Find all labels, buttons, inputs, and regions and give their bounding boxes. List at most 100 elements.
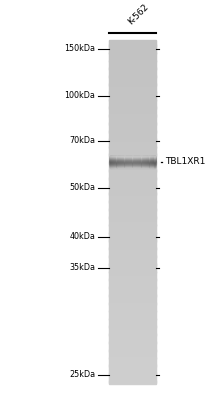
Bar: [151, 165, 152, 166]
Bar: [135, 162, 136, 163]
Bar: [125, 165, 127, 166]
Bar: [112, 158, 113, 159]
Bar: [130, 162, 132, 163]
Bar: [108, 363, 156, 364]
Bar: [108, 62, 156, 64]
Bar: [120, 156, 121, 157]
Bar: [108, 377, 156, 378]
Bar: [132, 157, 134, 158]
Bar: [130, 156, 132, 157]
Bar: [116, 162, 118, 163]
Bar: [147, 161, 148, 162]
Bar: [140, 158, 142, 159]
Bar: [108, 311, 156, 313]
Bar: [116, 160, 118, 161]
Bar: [141, 160, 143, 161]
Bar: [118, 159, 119, 160]
Bar: [121, 158, 122, 159]
Bar: [137, 158, 138, 159]
Bar: [145, 167, 146, 168]
Bar: [108, 128, 156, 130]
Bar: [118, 160, 119, 161]
Bar: [113, 160, 114, 161]
Bar: [130, 165, 132, 166]
Bar: [121, 160, 122, 161]
Bar: [108, 226, 156, 228]
Bar: [145, 167, 146, 168]
Bar: [119, 160, 120, 161]
Bar: [124, 161, 126, 162]
Bar: [148, 156, 150, 157]
Bar: [114, 164, 115, 165]
Bar: [129, 162, 130, 163]
Bar: [137, 160, 138, 161]
Bar: [115, 163, 117, 164]
Bar: [130, 157, 132, 158]
Bar: [111, 159, 112, 160]
Bar: [148, 162, 150, 163]
Bar: [108, 279, 156, 281]
Bar: [132, 163, 134, 164]
Bar: [113, 165, 114, 166]
Bar: [135, 167, 136, 168]
Bar: [112, 160, 113, 161]
Bar: [120, 163, 121, 164]
Bar: [121, 167, 122, 168]
Bar: [129, 158, 130, 159]
Bar: [108, 206, 156, 208]
Bar: [146, 156, 147, 157]
Bar: [120, 164, 121, 165]
Bar: [114, 157, 115, 158]
Bar: [137, 165, 138, 166]
Bar: [140, 164, 142, 165]
Bar: [121, 157, 122, 158]
Bar: [108, 252, 156, 253]
Bar: [114, 165, 115, 166]
Bar: [143, 166, 144, 167]
Bar: [129, 166, 130, 167]
Bar: [150, 159, 151, 160]
Bar: [115, 163, 117, 164]
Bar: [108, 371, 156, 372]
Bar: [153, 163, 154, 164]
Bar: [131, 165, 133, 166]
Bar: [112, 157, 113, 158]
Bar: [108, 325, 156, 327]
Bar: [152, 167, 153, 168]
Bar: [128, 164, 129, 165]
Bar: [144, 163, 145, 164]
Bar: [141, 167, 143, 168]
Bar: [143, 160, 144, 161]
Bar: [137, 163, 138, 164]
Bar: [151, 167, 152, 168]
Bar: [143, 158, 144, 159]
Bar: [108, 153, 156, 155]
Bar: [135, 164, 136, 165]
Bar: [122, 166, 123, 167]
Bar: [154, 162, 155, 163]
Bar: [116, 163, 118, 164]
Bar: [135, 158, 136, 159]
Bar: [108, 353, 156, 354]
Bar: [129, 167, 130, 168]
Bar: [108, 97, 156, 98]
Bar: [131, 159, 133, 160]
Bar: [124, 160, 126, 161]
Bar: [123, 160, 125, 161]
Bar: [108, 201, 156, 203]
Bar: [137, 166, 138, 167]
Bar: [108, 188, 156, 189]
Bar: [139, 165, 141, 166]
Bar: [108, 208, 156, 210]
Bar: [143, 161, 144, 162]
Bar: [152, 156, 153, 157]
Bar: [108, 234, 156, 236]
Bar: [129, 161, 130, 162]
Bar: [108, 378, 156, 380]
Bar: [110, 159, 111, 160]
Bar: [154, 165, 155, 166]
Bar: [131, 161, 133, 162]
Bar: [113, 161, 114, 162]
Bar: [141, 163, 143, 164]
Bar: [120, 166, 121, 167]
